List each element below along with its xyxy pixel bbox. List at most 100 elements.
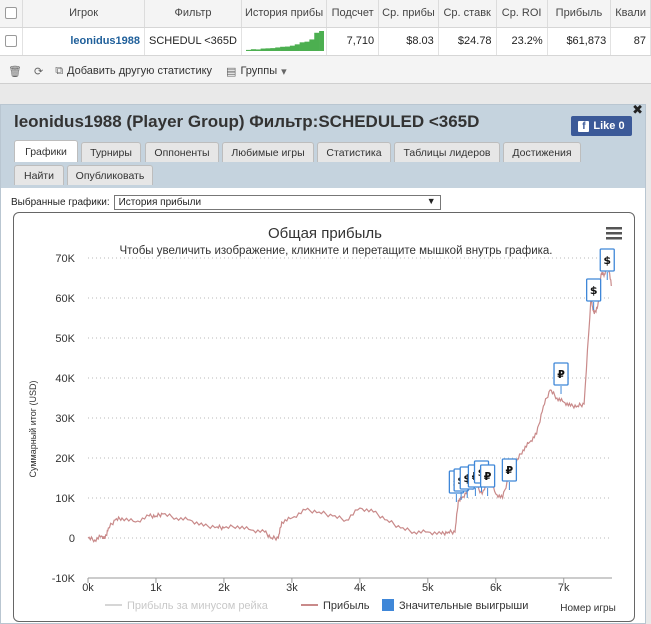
col-avg-profit[interactable]: Ср. прибы	[378, 0, 439, 28]
stats-toolbar: 🗑 ⟳ ⧉ Добавить другую статистику ▤ Группы ▾	[0, 60, 651, 82]
tab-statistics[interactable]: Статистика	[317, 142, 391, 162]
charts-select-row: Выбранные графики: История прибыли ▼	[11, 195, 441, 210]
y-tick-label: 40K	[55, 373, 75, 385]
sparkline-bar	[246, 49, 252, 51]
y-tick-label: 70K	[55, 253, 75, 265]
legend-label-profit: Прибыль	[323, 600, 370, 612]
tab-publish[interactable]: Опубликовать	[67, 165, 153, 185]
sparkline-bar	[250, 48, 257, 51]
notable-win-marker[interactable]: ₽	[501, 458, 518, 490]
groups-label: Группы	[240, 65, 278, 77]
col-profit-history[interactable]: История прибы	[241, 0, 328, 28]
refresh-button[interactable]: ⟳	[34, 65, 47, 78]
facebook-like-label: Like 0	[593, 120, 625, 132]
add-stats-label: Добавить другую статистику	[67, 65, 213, 77]
notable-win-label: $	[463, 472, 471, 485]
player-cell: leonidus1988	[22, 27, 146, 56]
add-stats-icon: ⧉	[55, 64, 64, 77]
select-all-checkbox[interactable]	[5, 7, 18, 20]
refresh-icon: ⟳	[33, 65, 44, 78]
charts-select[interactable]: История прибыли ▼	[113, 195, 441, 210]
col-player[interactable]: Игрок	[22, 0, 146, 28]
groups-button[interactable]: ▤ Группы ▾	[226, 65, 291, 78]
stats-panel: Игрок Фильтр История прибы Подсчет Ср. п…	[0, 0, 651, 84]
tab-achievements[interactable]: Достижения	[503, 142, 581, 162]
tab-leaderboards[interactable]: Таблицы лидеров	[394, 142, 500, 162]
avg-roi-cell: 23.2%	[496, 27, 548, 56]
close-icon[interactable]: ✖	[632, 102, 643, 117]
x-tick-label: 6k	[490, 582, 502, 594]
y-axis-label: Суммарный итог (USD)	[28, 380, 38, 477]
col-avg-stake[interactable]: Ср. ставк	[438, 0, 497, 28]
charts-select-label: Выбранные графики:	[11, 197, 110, 208]
row-checkbox-cell[interactable]	[0, 27, 24, 56]
notable-win-marker[interactable]: $	[599, 248, 615, 280]
trash-icon: 🗑	[8, 65, 22, 78]
notable-win-label: ₽	[506, 464, 514, 477]
x-tick-label: 7k	[558, 582, 570, 594]
player-modal: leonidus1988 (Player Group) Фильтр:SCHED…	[0, 102, 646, 624]
trash-button[interactable]: 🗑	[8, 65, 26, 78]
notable-win-label: $	[590, 284, 598, 297]
col-avg-roi[interactable]: Ср. ROI	[496, 0, 548, 28]
legend-label-notable: Значительные выигрыши	[399, 600, 528, 612]
y-tick-label: -10K	[52, 573, 76, 585]
select-all-header[interactable]	[0, 0, 24, 28]
chart-title: Общая прибыль	[268, 225, 382, 242]
groups-icon: ▤	[226, 65, 237, 78]
tabs-area: Графики Турниры Оппоненты Любимые игры С…	[1, 138, 645, 188]
col-count[interactable]: Подсчет	[326, 0, 380, 28]
x-tick-label: 1k	[150, 582, 162, 594]
sparkline-bar	[270, 47, 276, 51]
chart-subtitle: Чтобы увеличить изображение, кликните и …	[120, 245, 553, 257]
profit-sparkline	[246, 30, 325, 51]
table-row[interactable]: leonidus1988 SCHEDUL <365D 7,710 $8.03 $…	[0, 27, 651, 56]
sparkline-bar	[265, 47, 271, 51]
legend-item-notable[interactable]: Значительные выигрыши	[382, 599, 528, 612]
col-quali[interactable]: Квали	[610, 0, 651, 28]
x-axis-label: Номер игры	[560, 603, 616, 614]
add-stats-button[interactable]: ⧉ Добавить другую статистику	[55, 65, 212, 78]
sparkline-cell	[241, 27, 328, 56]
chevron-down-icon: ▾	[281, 65, 287, 78]
select-arrow-icon: ▼	[426, 196, 436, 206]
sparkline-bar	[319, 30, 325, 51]
x-tick-label: 0k	[82, 582, 94, 594]
notable-win-marker[interactable]: ₽	[479, 464, 496, 496]
chart-menu-icon[interactable]	[606, 227, 622, 240]
chart-legend: Прибыль за минусом рейка Прибыль Значите…	[105, 599, 528, 612]
sparkline-bar	[309, 38, 315, 51]
sparkline-bar	[285, 46, 291, 51]
notable-win-marker[interactable]: ₽	[553, 362, 569, 394]
sparkline-bar	[275, 46, 281, 51]
legend-item-rake[interactable]: Прибыль за минусом рейка	[105, 600, 269, 612]
col-filter[interactable]: Фильтр	[144, 0, 242, 28]
filter-cell: SCHEDUL <365D	[144, 27, 242, 56]
facebook-like-button[interactable]: f Like 0	[571, 116, 632, 136]
count-cell: 7,710	[326, 27, 380, 56]
x-tick-label: 3k	[286, 582, 298, 594]
legend-item-profit[interactable]: Прибыль	[301, 600, 370, 612]
tab-find[interactable]: Найти	[14, 165, 64, 185]
col-profit[interactable]: Прибыль	[547, 0, 612, 28]
row-checkbox[interactable]	[5, 35, 18, 48]
tab-favorite-games[interactable]: Любимые игры	[222, 142, 314, 162]
x-tick-label: 5k	[422, 582, 434, 594]
facebook-icon: f	[578, 120, 590, 132]
notable-win-marker[interactable]: $	[585, 278, 602, 310]
notable-win-label: $	[603, 254, 611, 267]
charts-select-value: История прибыли	[118, 197, 202, 208]
y-tick-label: 10K	[55, 493, 75, 505]
tab-tournaments[interactable]: Турниры	[81, 142, 141, 162]
tab-opponents[interactable]: Оппоненты	[145, 142, 219, 162]
sparkline-bar	[255, 48, 262, 51]
x-tick-label: 2k	[218, 582, 230, 594]
profit-chart[interactable]: Общая прибыль Чтобы увеличить изображени…	[14, 213, 635, 622]
tab-charts[interactable]: Графики	[14, 140, 78, 162]
notable-win-label: ₽	[484, 470, 492, 483]
profit-cell: $61,873	[547, 27, 612, 56]
player-link[interactable]: leonidus1988	[70, 35, 141, 47]
sparkline-bar	[304, 41, 310, 51]
sparkline-bar	[260, 48, 266, 51]
avg-profit-cell: $8.03	[378, 27, 439, 56]
